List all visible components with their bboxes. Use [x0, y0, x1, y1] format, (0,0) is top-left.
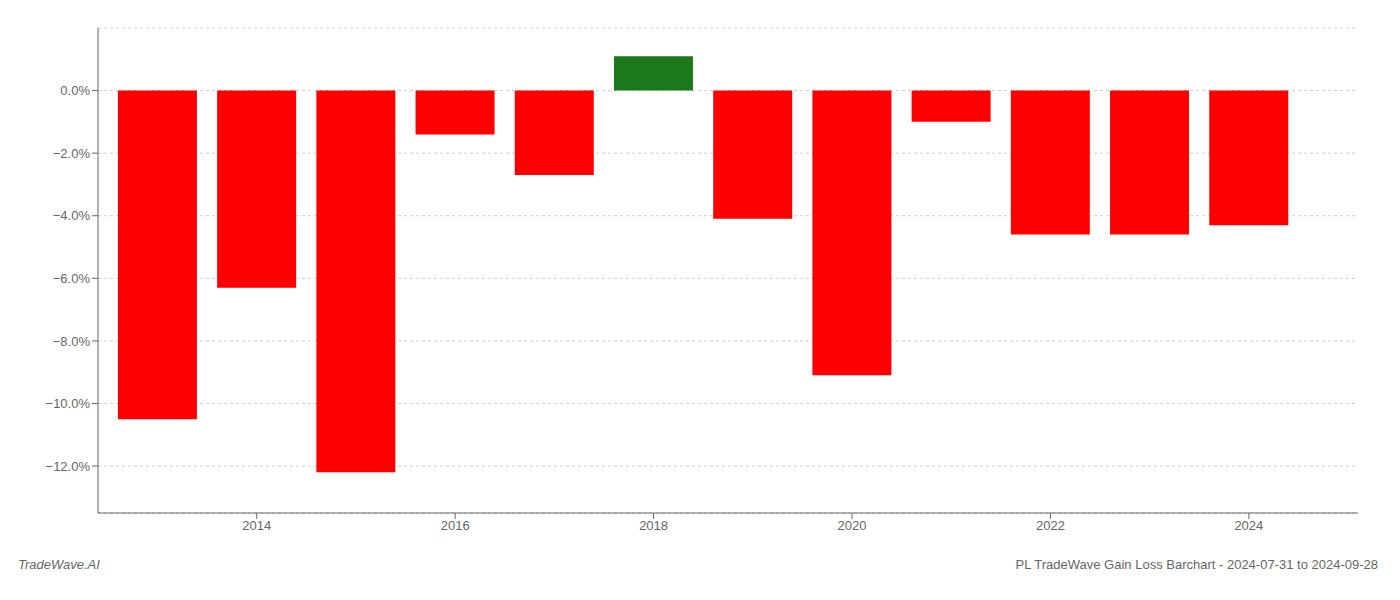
svg-text:2018: 2018: [639, 518, 668, 533]
svg-text:2014: 2014: [242, 518, 271, 533]
html-text:TradeWave.AI: TradeWave.AI: [18, 557, 100, 572]
svg-text:2024: 2024: [1234, 518, 1263, 533]
svg-text:−8.0%: −8.0%: [53, 334, 91, 349]
svg-text:−6.0%: −6.0%: [53, 271, 91, 286]
svg-text:0.0%: 0.0%: [60, 83, 90, 98]
html-text:PL TradeWave Gain Loss Barchar: PL TradeWave Gain Loss Barchart - 2024-0…: [1015, 557, 1378, 572]
svg-text:2020: 2020: [838, 518, 867, 533]
svg-text:−10.0%: −10.0%: [46, 396, 91, 411]
svg-text:2016: 2016: [441, 518, 470, 533]
svg-text:−4.0%: −4.0%: [53, 208, 91, 223]
svg-text:−2.0%: −2.0%: [53, 146, 91, 161]
svg-text:−12.0%: −12.0%: [46, 459, 91, 474]
svg-text:2022: 2022: [1036, 518, 1065, 533]
